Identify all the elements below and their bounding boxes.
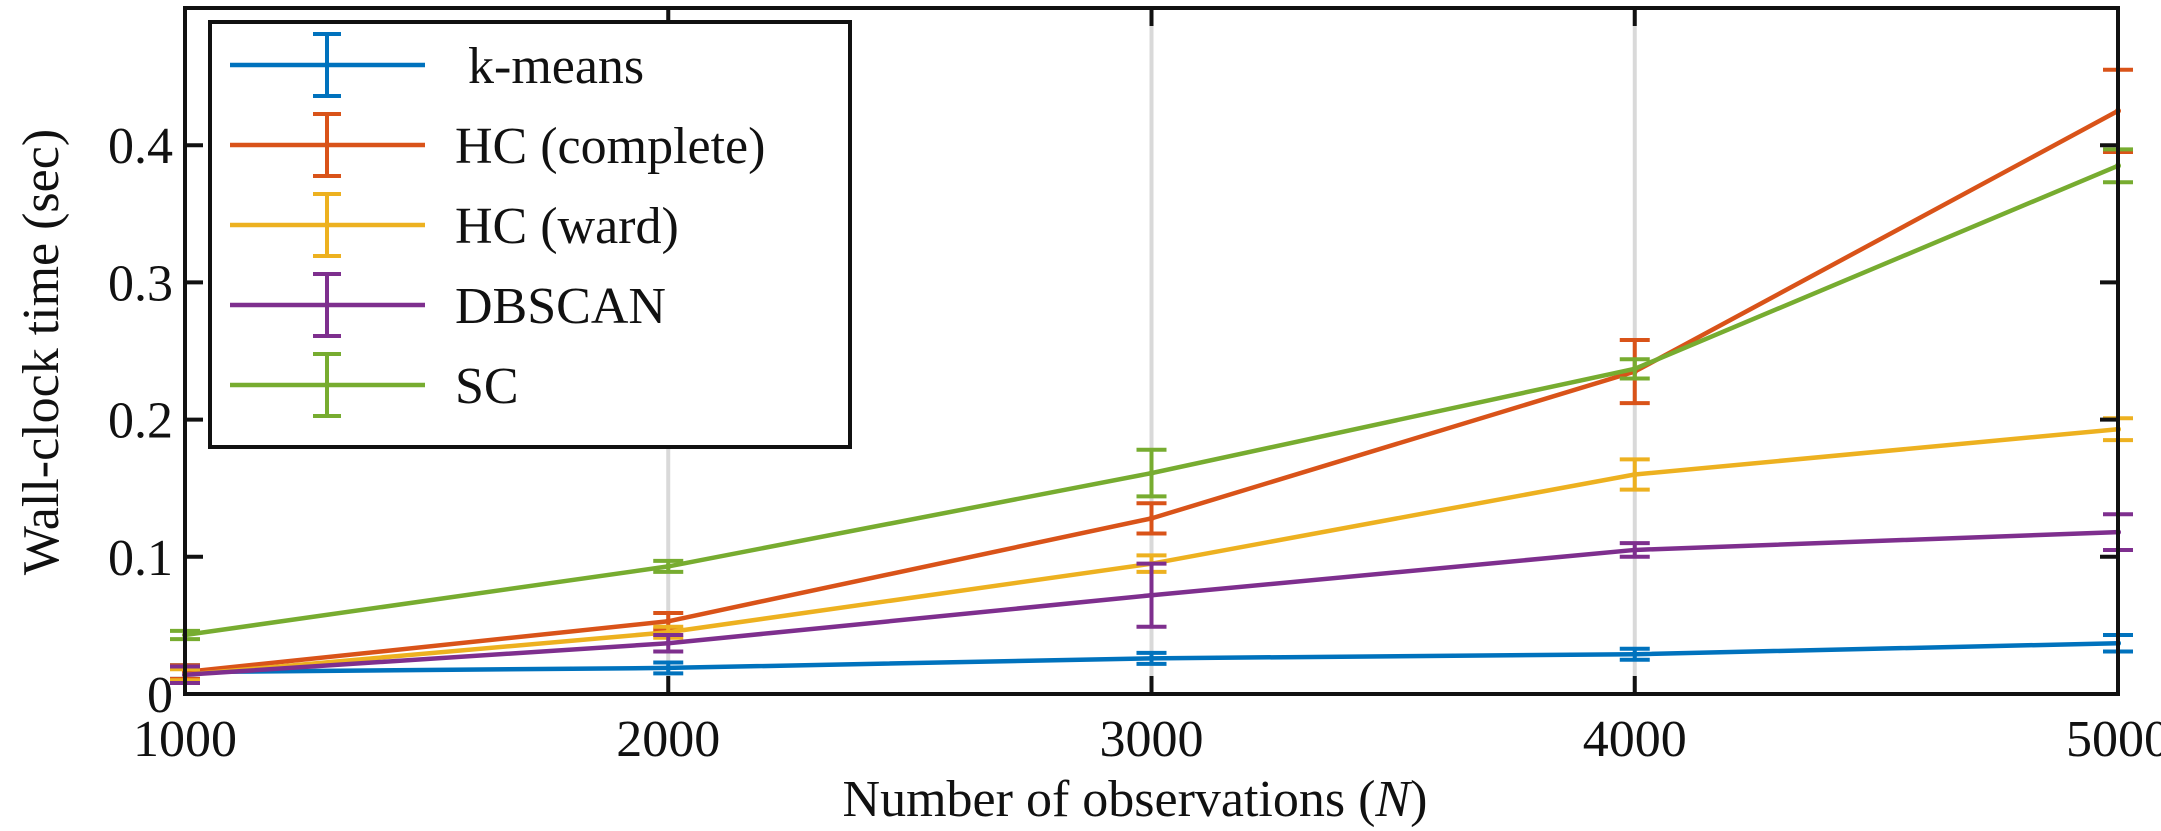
x-tick-label: 1000 — [133, 711, 237, 768]
legend-item: HC (complete) — [230, 112, 765, 178]
legend-item: DBSCAN — [230, 272, 666, 338]
error-bar — [1136, 447, 1167, 499]
data-point — [1631, 546, 1638, 553]
axes — [183, 6, 2120, 696]
x-axis-label: Number of observations (N) — [843, 771, 1428, 828]
error-bar — [1619, 541, 1650, 559]
y-tick-label: 0.4 — [108, 118, 173, 175]
legend-label: DBSCAN — [455, 278, 666, 335]
legend-label: HC (ward) — [455, 198, 679, 255]
x-axis-label-text: Number of observations ( — [843, 771, 1376, 828]
x-tick-label: 2000 — [616, 711, 720, 768]
data-point — [1148, 592, 1155, 599]
x-axis-label-close: ) — [1410, 771, 1427, 828]
x-tick-label: 4000 — [1583, 711, 1687, 768]
legend-label: SC — [455, 358, 519, 415]
error-bar — [1136, 501, 1167, 536]
error-bar — [1619, 646, 1650, 662]
legend-box — [208, 20, 852, 449]
error-bar — [653, 660, 684, 676]
legend-item: k-means — [230, 32, 644, 98]
data-point — [1148, 470, 1155, 477]
data-point — [1631, 651, 1638, 658]
x-tick-label: 5000 — [2066, 711, 2161, 768]
legend-item: SC — [230, 352, 519, 418]
data-point — [1148, 655, 1155, 662]
y-tick-label: 0.2 — [108, 393, 173, 450]
data-point — [1631, 471, 1638, 478]
legend-item: HC (ward) — [230, 192, 679, 258]
error-bar — [1136, 650, 1167, 666]
error-bar — [1619, 457, 1650, 492]
data-point — [665, 618, 672, 625]
data-point — [665, 563, 672, 570]
y-tick-label: 0.3 — [108, 255, 173, 312]
data-point — [1631, 365, 1638, 372]
y-tick-label: 0 — [147, 667, 173, 724]
error-bar — [1619, 357, 1650, 381]
tick-labels: 1000 2000 3000 4000 5000 0 0.1 0.2 0.3 0.4 — [108, 118, 2161, 768]
x-tick-label: 3000 — [1100, 711, 1204, 768]
y-axis-label: Wall-clock time (sec) — [13, 129, 70, 575]
error-bar — [1136, 561, 1167, 629]
legend-label: k-means — [455, 38, 644, 95]
data-point — [665, 640, 672, 647]
data-point — [665, 664, 672, 671]
error-bar — [653, 633, 684, 654]
data-point — [1148, 515, 1155, 522]
error-bar — [653, 558, 684, 574]
legend-label: HC (complete) — [455, 118, 765, 175]
legend: k-means HC (complete) HC (ward) DBSCAN SC — [208, 20, 852, 449]
y-tick-label: 0.1 — [108, 530, 173, 587]
x-axis-label-variable: N — [1374, 771, 1413, 828]
